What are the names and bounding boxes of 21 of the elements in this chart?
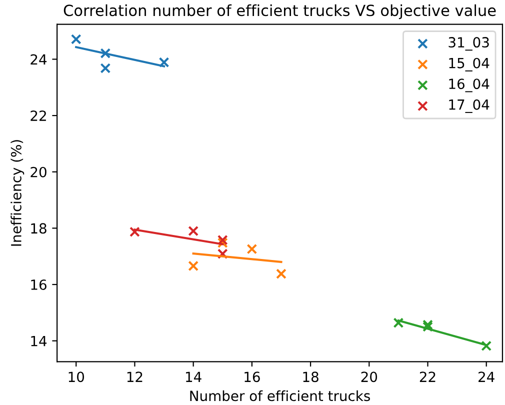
x-tick-label: 12	[127, 372, 142, 382]
y-tick-label: 14	[31, 336, 47, 346]
x-axis-title: Number of efficient trucks	[190, 390, 370, 402]
chart-title: Correlation number of efficient trucks VS objective value	[64, 4, 496, 20]
x-tick-label: 10	[68, 372, 84, 382]
legend-label: 31_03	[448, 37, 489, 51]
x-tick-label: 18	[303, 372, 318, 382]
x-tick-label: 20	[361, 372, 378, 382]
y-tick-label: 20	[30, 166, 46, 178]
y-tick-label: 24	[30, 54, 47, 64]
legend-label: 15_04	[449, 58, 490, 72]
y-tick-label: 16	[31, 279, 46, 290]
x-tick-label: 24	[478, 372, 494, 382]
x-tick-label: 22	[420, 372, 436, 382]
legend-label: 16_04	[449, 78, 490, 92]
x-tick-label: 16	[244, 372, 260, 382]
y-axis-title: Inefficiency (%)	[10, 140, 24, 246]
x-tick-label: 14	[186, 372, 202, 382]
y-tick-label: 18	[31, 223, 46, 234]
y-tick-label: 22	[30, 110, 46, 121]
legend-label: 17_04	[449, 99, 490, 113]
